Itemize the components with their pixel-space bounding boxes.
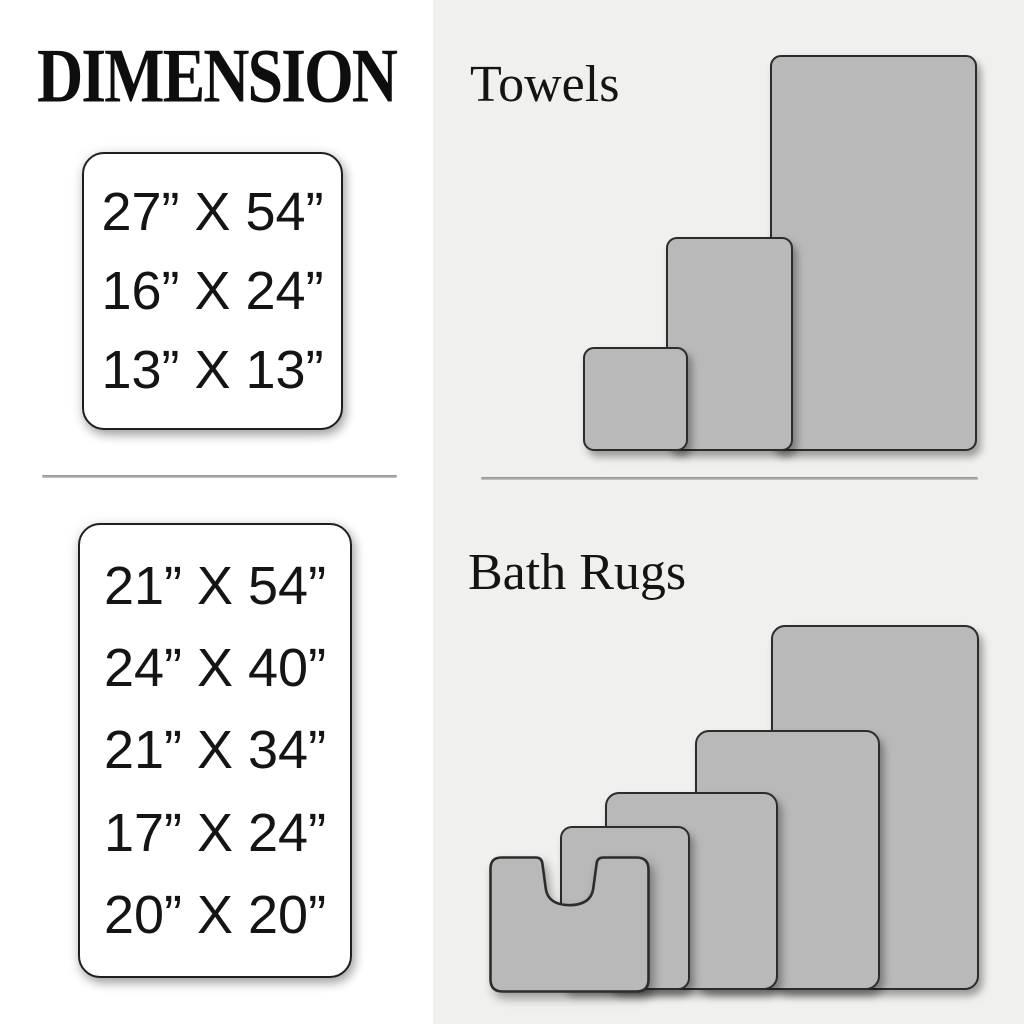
rug-size-row: 20” X 20” [103,884,327,945]
towel-sizes-card: 27” X 54” 16” X 24” 13” X 13” [82,152,343,430]
left-panel: DIMENSION 27” X 54” 16” X 24” 13” X 13” … [0,0,433,1024]
towels-section-label: Towels [470,56,620,113]
left-section-divider [42,475,397,478]
rug-size-row: 21” X 54” [103,556,327,617]
towel-size-row: 16” X 24” [101,261,324,321]
rug-size-row: 24” X 40” [103,638,327,699]
towels-rugs-divider [481,477,978,480]
towel-rect-small [583,347,688,451]
towel-size-row: 13” X 13” [101,340,324,400]
towel-rect-large [770,55,977,451]
rug-sizes-card: 21” X 54” 24” X 40” 21” X 34” 17” X 24” … [78,523,352,978]
contour-rug-shape [489,856,650,993]
towel-size-row: 27” X 54” [101,182,324,242]
bath-rugs-section-label: Bath Rugs [468,544,687,601]
rug-size-row: 17” X 24” [103,802,327,863]
page-title: DIMENSION [37,33,398,119]
rug-size-row: 21” X 34” [103,720,327,781]
contour-rug-outline [489,856,650,993]
